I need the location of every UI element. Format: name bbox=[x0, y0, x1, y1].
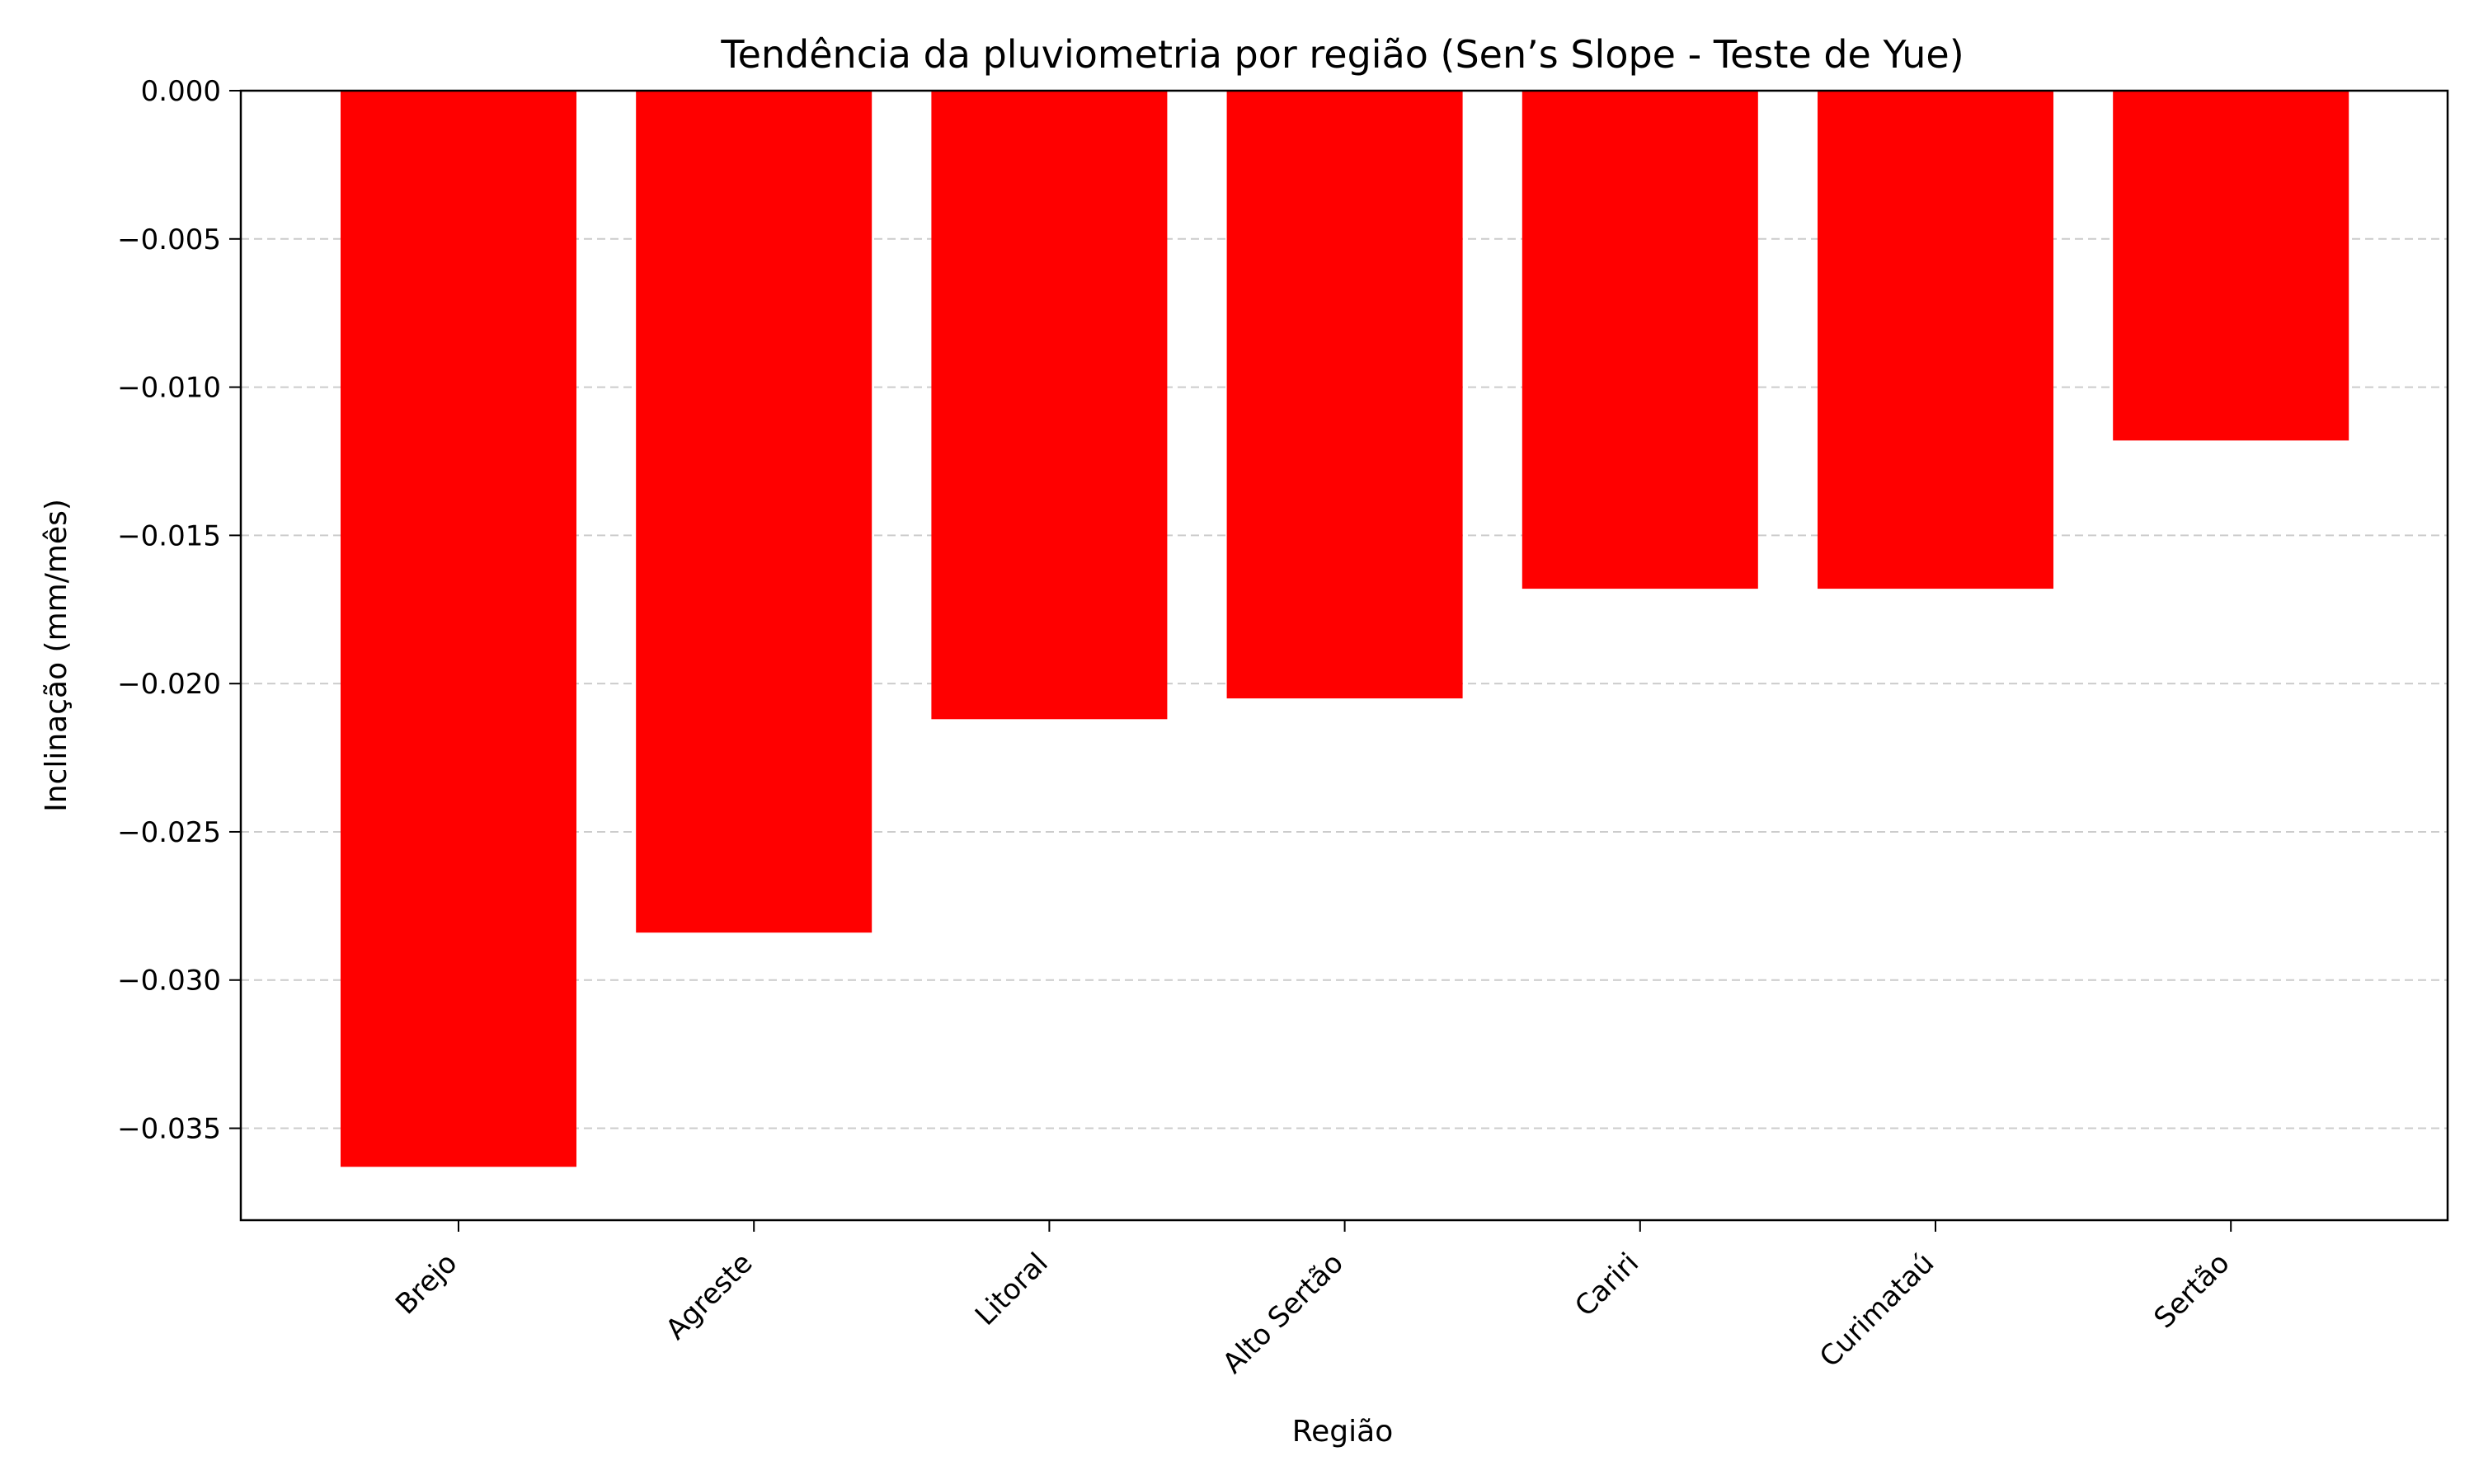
y-tick-label: −0.025 bbox=[117, 816, 221, 849]
x-axis-label: Região bbox=[1292, 1415, 1393, 1449]
y-tick-label: −0.010 bbox=[117, 372, 221, 405]
bar-curimataú bbox=[1818, 91, 2053, 589]
bar-agreste bbox=[636, 91, 872, 933]
chart-title: Tendência da pluviometria por região (Se… bbox=[720, 32, 1964, 77]
bar-sertão bbox=[2113, 91, 2349, 441]
bar-brejo bbox=[341, 91, 576, 1167]
bar-cariri bbox=[1522, 91, 1758, 589]
y-tick-label: −0.015 bbox=[117, 519, 221, 552]
y-axis-label: Inclinação (mm/mês) bbox=[40, 499, 73, 812]
y-tick-label: −0.020 bbox=[117, 668, 221, 701]
bar-alto-sertão bbox=[1226, 91, 1463, 699]
y-axis-ticks: 0.000 −0.005 −0.010 −0.015 −0.020 −0.025 −0.03… bbox=[117, 75, 241, 1146]
y-tick-label: −0.035 bbox=[117, 1113, 221, 1146]
y-tick-label: 0.000 bbox=[141, 75, 221, 108]
y-tick-label: −0.030 bbox=[117, 965, 221, 998]
y-tick-label: −0.005 bbox=[117, 223, 221, 256]
bar-litoral bbox=[931, 91, 1168, 720]
bars bbox=[341, 91, 2349, 1167]
